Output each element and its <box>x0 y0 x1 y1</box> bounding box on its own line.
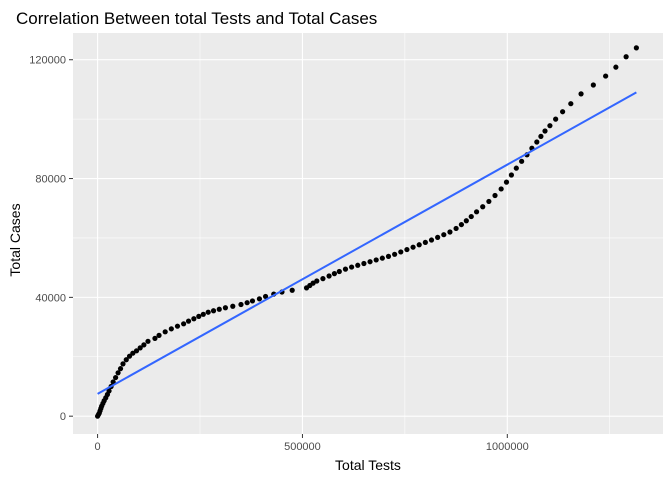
data-point <box>519 158 525 164</box>
data-point <box>196 313 202 319</box>
data-point <box>603 73 609 79</box>
data-point <box>156 332 162 338</box>
data-point <box>503 179 510 185</box>
data-point <box>210 308 217 314</box>
grid-major <box>73 33 663 434</box>
data-point <box>320 276 326 282</box>
data-point <box>262 293 269 300</box>
x-axis-ticks: 0 500000 1000000 <box>95 434 529 453</box>
data-point <box>152 335 158 341</box>
data-point <box>133 348 140 354</box>
data-point <box>289 287 295 293</box>
data-point <box>435 234 441 240</box>
data-point <box>117 366 124 372</box>
y-axis-ticks: 0 40000 80000 120000 <box>29 55 73 423</box>
data-point <box>463 218 469 224</box>
data-point <box>458 221 465 228</box>
data-point <box>404 246 410 253</box>
data-point <box>181 321 187 327</box>
data-point <box>314 278 320 284</box>
data-point <box>398 249 404 255</box>
data-point <box>244 300 250 306</box>
data-point <box>361 260 367 267</box>
data-point <box>256 296 263 302</box>
data-point <box>392 251 398 257</box>
data-point <box>373 257 379 263</box>
data-point <box>480 204 486 210</box>
data-points <box>94 45 639 419</box>
data-point <box>633 45 639 51</box>
data-point <box>560 109 566 115</box>
data-point <box>623 54 629 60</box>
data-point <box>568 101 574 107</box>
data-point <box>185 318 192 324</box>
data-point <box>130 350 136 356</box>
data-point <box>123 357 129 363</box>
data-point <box>137 345 143 351</box>
data-point <box>222 305 229 311</box>
y-tick-label: 120000 <box>29 55 66 67</box>
data-point <box>331 271 338 277</box>
data-point <box>191 316 197 322</box>
data-point <box>447 229 453 235</box>
data-point <box>249 298 256 304</box>
data-point <box>416 242 422 248</box>
data-point <box>453 225 459 232</box>
data-point <box>367 259 373 265</box>
data-point <box>590 82 596 88</box>
data-point <box>578 91 584 97</box>
y-tick-label: 80000 <box>35 174 66 186</box>
data-point <box>216 306 222 312</box>
data-point <box>106 388 112 394</box>
y-tick-label: 40000 <box>35 292 66 304</box>
data-point <box>113 374 119 381</box>
data-point <box>513 165 519 171</box>
data-point <box>230 303 236 309</box>
data-point <box>342 266 349 272</box>
x-tick-label: 1000000 <box>486 441 529 453</box>
data-point <box>441 232 447 238</box>
data-point <box>508 172 515 178</box>
data-point <box>336 268 342 275</box>
grid-minor <box>73 33 663 434</box>
data-point <box>379 255 385 261</box>
data-point <box>542 128 548 134</box>
chart-title: Correlation Between total Tests and Tota… <box>16 9 377 28</box>
data-point <box>534 139 540 145</box>
data-point <box>422 239 428 246</box>
data-point <box>538 133 544 139</box>
data-point <box>326 273 332 279</box>
data-point <box>200 311 206 317</box>
data-point <box>385 253 392 259</box>
data-point <box>115 370 121 376</box>
data-point <box>349 264 355 270</box>
trend-line <box>97 91 637 395</box>
data-point <box>498 186 504 192</box>
data-point <box>468 213 474 220</box>
data-point <box>141 342 147 348</box>
data-point <box>553 116 559 122</box>
data-point <box>205 309 211 315</box>
data-point <box>613 64 619 70</box>
data-point <box>410 244 416 250</box>
data-point <box>428 237 435 243</box>
data-point <box>238 301 244 308</box>
data-point <box>486 198 492 205</box>
x-tick-label: 500000 <box>284 441 321 453</box>
data-point <box>473 209 480 215</box>
data-point <box>492 192 498 199</box>
x-axis-title: Total Tests <box>335 457 401 473</box>
x-tick-label: 0 <box>95 441 101 453</box>
data-point <box>145 338 151 344</box>
data-point <box>174 323 181 329</box>
data-point <box>355 262 361 268</box>
plot-panel <box>73 33 663 434</box>
y-tick-label: 0 <box>60 411 66 423</box>
data-point <box>120 361 126 367</box>
data-point <box>168 326 174 332</box>
data-point <box>162 329 168 335</box>
data-point <box>547 123 553 129</box>
y-axis-title: Total Cases <box>7 203 23 276</box>
